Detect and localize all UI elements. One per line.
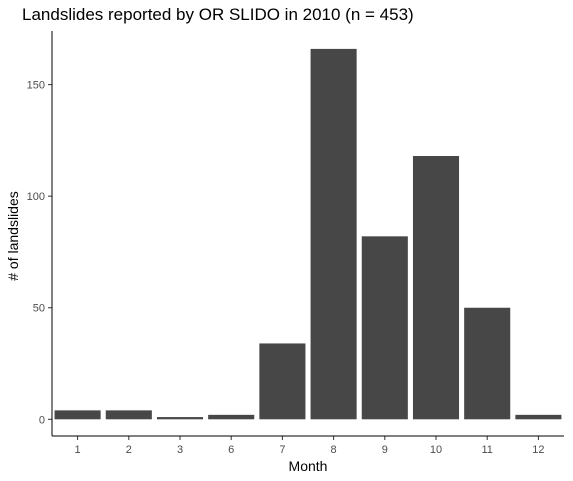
- x-tick-label-1: 1: [75, 444, 81, 456]
- y-axis-title: # of landslides: [5, 191, 21, 281]
- x-tick-label-3: 3: [177, 444, 183, 456]
- x-tick-label-7: 7: [279, 444, 285, 456]
- x-tick-label-2: 2: [126, 444, 132, 456]
- chart-title: Landslides reported by OR SLIDO in 2010 …: [22, 5, 414, 24]
- x-tick-label-9: 9: [382, 444, 388, 456]
- y-tick-label-0: 0: [39, 414, 45, 426]
- bar-month-9: [361, 236, 408, 420]
- bar-month-6: [208, 414, 255, 420]
- bar-month-7: [259, 343, 306, 420]
- bar-month-2: [105, 410, 152, 420]
- x-axis-title: Month: [289, 458, 328, 474]
- x-axis-ticks: 1 2 3 6 7 8 9 10 11 12: [75, 436, 545, 456]
- y-tick-label-50: 50: [33, 303, 45, 315]
- y-axis-ticks: 0 50 100 150: [27, 80, 52, 426]
- bar-month-1: [54, 410, 101, 420]
- bar-month-11: [464, 307, 511, 420]
- x-tick-label-12: 12: [532, 444, 544, 456]
- y-tick-label-100: 100: [27, 191, 45, 203]
- x-tick-label-6: 6: [228, 444, 234, 456]
- bar-month-3: [156, 417, 204, 420]
- bar-month-8: [310, 48, 357, 420]
- bar-month-10: [412, 156, 460, 420]
- bar-month-12: [515, 414, 562, 420]
- x-tick-label-11: 11: [481, 444, 492, 456]
- x-tick-label-8: 8: [331, 444, 337, 456]
- x-tick-label-10: 10: [430, 444, 442, 456]
- y-tick-label-150: 150: [27, 80, 45, 92]
- bars-group: [54, 48, 562, 420]
